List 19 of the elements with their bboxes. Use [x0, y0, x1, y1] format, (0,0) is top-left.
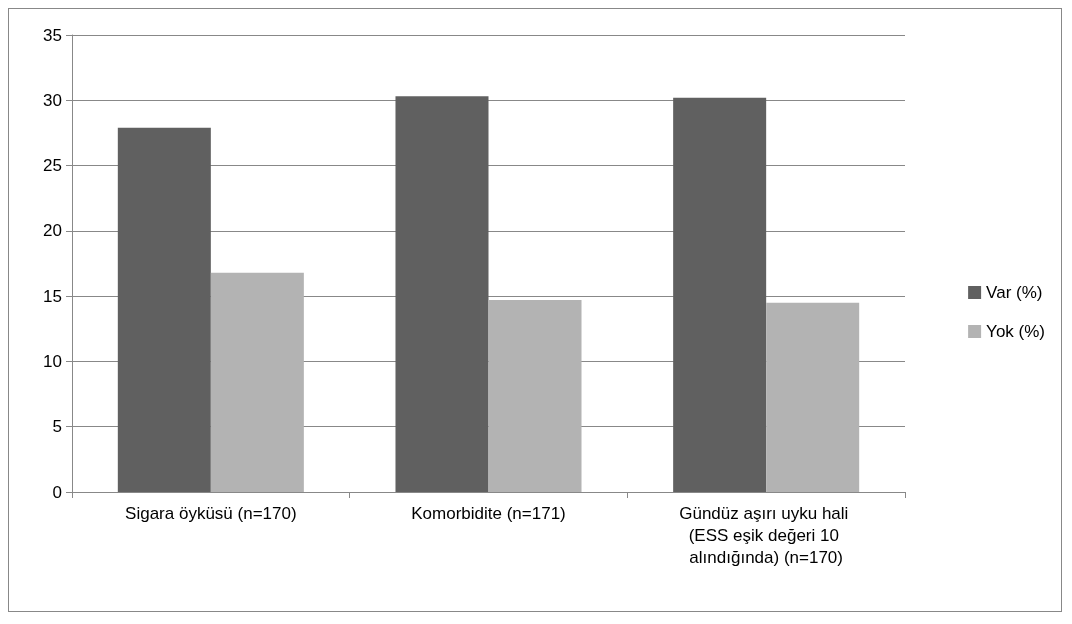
bar — [395, 96, 489, 492]
y-tick-label: 15 — [43, 286, 62, 306]
bar — [488, 300, 582, 492]
y-tick-label: 30 — [43, 90, 62, 110]
y-tick-label: 35 — [43, 25, 62, 45]
y-tick-label: 25 — [43, 156, 62, 176]
y-tick-label: 0 — [52, 482, 62, 502]
y-tick-label: 20 — [43, 221, 62, 241]
bar — [673, 97, 767, 492]
bar — [766, 302, 860, 492]
x-tick-label: Gündüz aşırı uyku hali (ESS eşik değeri 10 alındığında) (n=170) — [679, 503, 854, 567]
x-tick-label: Komorbidite (n=171) — [411, 503, 566, 523]
legend-label: Var (%) — [986, 283, 1043, 302]
y-tick-label: 5 — [52, 417, 62, 437]
legend-label: Yok (%) — [986, 322, 1046, 341]
bar — [210, 272, 304, 492]
bar — [117, 127, 211, 492]
x-tick-label: Sigara öyküsü (n=170) — [125, 503, 297, 523]
y-tick-label: 10 — [43, 351, 62, 371]
